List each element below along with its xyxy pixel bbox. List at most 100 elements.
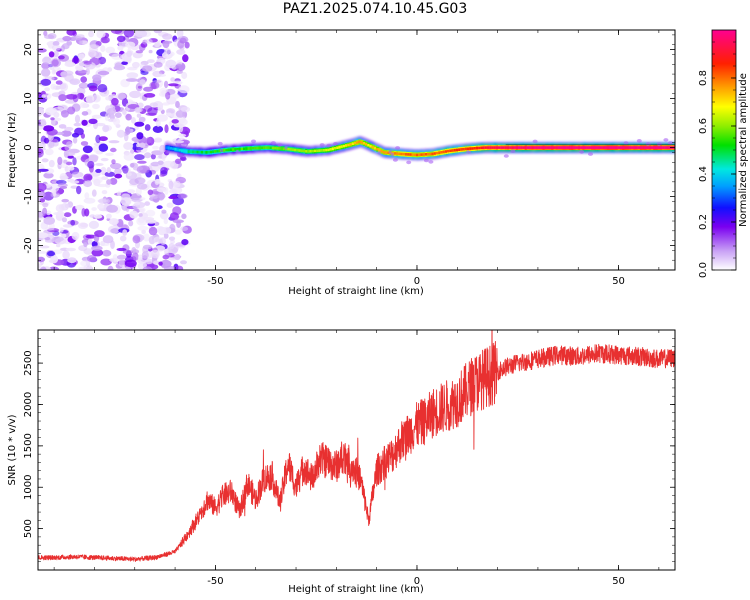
heatmap-noise-blob [63,149,69,158]
heatmap-ridge-cell [655,146,659,149]
heatmap-noise-blob [62,224,74,228]
heatmap-noise-blob [100,45,106,52]
heatmap-ridge-cell [296,148,300,152]
heatmap-ridge-cell [229,148,233,151]
heatmap-ridge-cell [294,148,298,152]
heatmap-noise-blob [83,179,93,188]
heatmap-ridge-cell [662,146,666,149]
heatmap-noise-blob [93,145,99,153]
heatmap-noise-blob [98,56,107,65]
heatmap-noise-blob [64,145,71,151]
heatmap-noise-blob [181,71,188,80]
heatmap-ridge-cell [642,146,646,149]
heatmap-noise-blob [75,34,85,39]
heatmap-noise-blob [135,50,144,54]
heatmap-ridge-cell [369,144,373,148]
heatmap-ridge-cell [300,149,304,153]
heatmap-ridge-cell [180,149,185,152]
heatmap-noise-blob [91,245,103,251]
y-tick-label: 2500 [23,350,34,375]
heatmap-ridge-cell [212,150,216,153]
heatmap-noise-blob [50,255,59,264]
y-tick-label: 1000 [23,475,34,500]
heatmap-noise-blob [151,249,160,259]
heatmap-noise-blob [39,198,46,203]
heatmap-noise-blob [52,188,57,197]
heatmap-noise-blob [138,254,143,261]
heatmap-noise-blob [116,35,126,42]
heatmap-noise-blob [44,148,54,156]
heatmap-noise-blob [161,209,167,214]
colorbar-tick-label: 0.4 [698,166,709,182]
heatmap-ridge-cell [298,149,302,152]
heatmap-noise-blob [65,94,78,100]
heatmap-noise-blob [88,220,99,229]
heatmap-ridge-cell [546,146,551,149]
heatmap-noise-blob [160,237,166,246]
x-tick-label: -50 [207,276,223,287]
heatmap-ridge-cell [393,152,398,155]
heatmap-ridge-cell [564,146,568,149]
heatmap-ridge-cell [207,150,211,154]
heatmap-ridge-cell [551,146,555,149]
heatmap-noise-blob [42,207,48,216]
heatmap-noise-blob [114,173,123,179]
heatmap-noise-blob [173,180,181,188]
heatmap-noise-blob [41,68,51,77]
heatmap-ridge-cell [422,153,426,156]
heatmap-noise-blob [44,92,52,100]
heatmap-noise-blob [160,109,165,115]
heatmap-noise-blob [176,30,184,38]
heatmap-noise-blob [164,80,169,89]
heatmap-ridge-cell [495,146,500,149]
heatmap-ridge-cell [234,148,238,151]
heatmap-ridge-speckle [392,158,398,162]
heatmap-noise-blob [138,116,146,123]
x-tick-label: 50 [612,576,625,587]
heatmap-noise-blob [84,192,90,200]
heatmap-noise-blob [92,103,100,110]
heatmap-noise-blob [145,38,153,44]
heatmap-noise-blob [106,204,118,213]
heatmap-noise-blob [48,141,55,149]
heatmap-noise-blob [81,208,86,217]
heatmap-ridge-cell [637,146,641,149]
heatmap-ridge-cell [329,148,333,151]
heatmap-noise-blob [143,86,154,92]
heatmap-noise-blob [52,117,62,122]
heatmap-noise-blob [72,157,77,166]
heatmap-noise-blob [65,161,73,166]
heatmap-ridge-cell [420,153,424,156]
heatmap-ridge-cell [251,146,256,150]
heatmap-noise-blob [104,112,110,122]
heatmap-noise-blob [112,254,118,262]
heatmap-noise-blob [71,231,80,241]
heatmap-noise-blob [69,78,81,85]
heatmap-noise-blob [172,219,184,224]
heatmap-noise-blob [67,166,75,171]
heatmap-ridge-cell [356,141,360,144]
heatmap-noise-blob [156,114,168,122]
heatmap-ridge-cell [582,146,586,149]
heatmap-ridge-cell [460,148,464,151]
heatmap-noise-blob [154,42,161,48]
heatmap-ridge-cell [557,146,562,149]
heatmap-noise-blob [181,213,187,220]
heatmap-noise-blob [138,207,146,213]
heatmap-noise-blob [117,45,124,51]
heatmap-noise-blob [91,114,102,119]
heatmap-noise-blob [159,144,167,153]
heatmap-ridge-speckle [277,143,283,147]
heatmap-noise-blob [161,152,166,162]
heatmap-ridge-cell [291,148,296,151]
heatmap-noise-blob [98,136,108,142]
heatmap-noise-blob [61,233,67,238]
heatmap-ridge-cell [274,146,278,150]
heatmap-noise-blob [126,172,132,177]
heatmap-ridge-cell [214,150,218,153]
heatmap-ridge-cell [591,146,595,149]
heatmap-noise-blob [134,154,145,161]
y-tick-label: -20 [23,237,34,253]
heatmap-ridge-cell [473,147,477,150]
heatmap-noise-blob [51,44,62,51]
